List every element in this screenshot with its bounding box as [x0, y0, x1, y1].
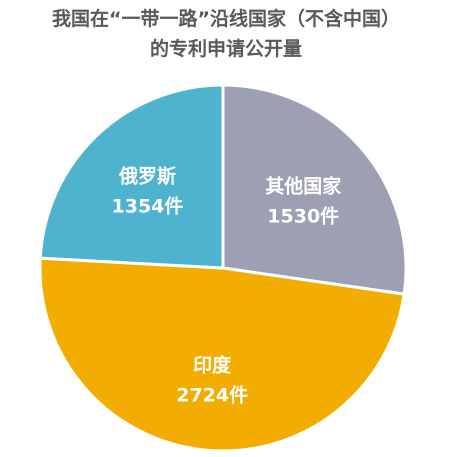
- pie-slice-3: [38, 83, 225, 270]
- slice-name-label: 俄罗斯: [118, 164, 176, 187]
- chart-title-line-2: 的专利申请公开量: [149, 38, 302, 60]
- pie-slice-2: [38, 256, 406, 453]
- slice-name-label: 其他国家: [265, 175, 342, 198]
- pie-slice-1: [221, 83, 408, 296]
- slice-name-label: 印度: [193, 353, 232, 376]
- slice-value-label: 1354件: [112, 194, 184, 217]
- chart-title: 我国在“一带一路”沿线国家（不含中国） 的专利申请公开量: [0, 4, 452, 64]
- slice-value-label: 2724件: [176, 383, 248, 406]
- slice-value-label: 1530件: [267, 205, 339, 228]
- chart-title-line-1: 我国在“一带一路”沿线国家（不含中国）: [52, 8, 400, 30]
